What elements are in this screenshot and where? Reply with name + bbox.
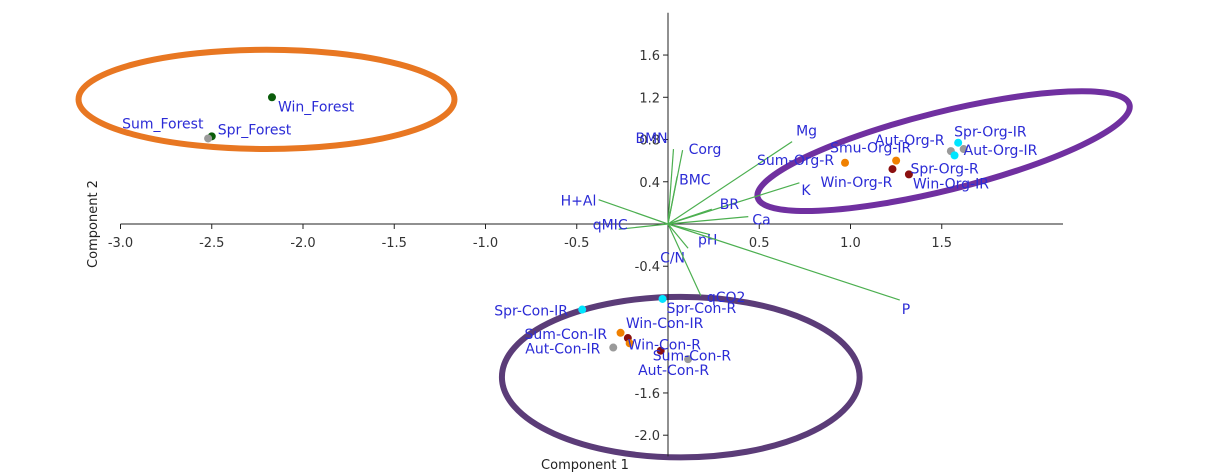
point-sum-con-r <box>656 346 665 355</box>
point-label-sum-con-r: Sum-Con-R <box>653 349 732 365</box>
vector-bmn <box>667 148 675 225</box>
y-tick-label: -2.0 <box>635 429 660 444</box>
point-label-spr-con-ir: Spr-Con-IR <box>494 304 568 320</box>
point-win-org-ir <box>904 170 913 179</box>
vector-label-mg: Mg <box>796 124 817 140</box>
y-tick-label: -0.4 <box>635 260 660 275</box>
vector-label-qco2: qCO2 <box>707 290 746 306</box>
x-axis-title: Component 1 <box>541 458 629 473</box>
x-tick-label: -2.5 <box>199 236 224 251</box>
x-tick-label: 1.5 <box>931 236 952 251</box>
vector-label-k: K <box>801 183 811 199</box>
vector-br <box>667 208 712 225</box>
point-aut-org-ir <box>959 145 968 154</box>
vector-h-al <box>598 199 669 225</box>
x-tick-label: -0.5 <box>564 236 589 251</box>
point-spr-con-ir <box>578 305 587 314</box>
point-label-aut-con-r: Aut-Con-R <box>638 363 709 379</box>
point-label-spr-org-r: Spr-Org-R <box>911 161 980 177</box>
score-points <box>204 93 968 364</box>
group-ellipse-1 <box>75 46 458 153</box>
vector-label-qmic: qMIC <box>593 217 628 233</box>
point-smu-org-ir <box>892 156 901 165</box>
point-win-forest <box>267 93 276 102</box>
y-tick-label: 1.2 <box>639 91 660 106</box>
point-label-sum-con-ir: Sum-Con-IR <box>525 327 608 343</box>
vector-qmic <box>618 223 669 230</box>
point-aut-con-ir <box>609 343 618 352</box>
vector-label-bmc: BMC <box>679 172 711 188</box>
x-tick-label: 1.0 <box>840 236 861 251</box>
point-label-win-forest: Win_Forest <box>278 99 355 115</box>
point-label-smu-org-ir: Smu-Org-IR <box>830 141 911 157</box>
vector-bmc <box>667 176 678 225</box>
point-win-org-r <box>888 165 897 174</box>
vector-ca <box>667 216 749 225</box>
vector-p <box>667 223 900 301</box>
point-label-win-org-ir: Win-Org-IR <box>913 176 989 192</box>
point-label-spr-org-ir: Spr-Org-IR <box>954 125 1027 141</box>
point-label-spr-con-r: Spr-Con-R <box>667 301 737 317</box>
vector-label-bmn: BMN <box>635 131 667 147</box>
x-tick-label: -2.0 <box>290 236 315 251</box>
point-labels: Win_Forest Spr_Forest Sum_Forest Spr-Org-IR… <box>122 99 1038 379</box>
point-label-sum-org-r: Sum-Org-R <box>757 153 834 169</box>
point-label-win-org-r: Win-Org-R <box>820 175 892 191</box>
group-ellipse-2 <box>754 88 1133 215</box>
point-spr-org-r <box>950 151 959 160</box>
vector-c-n <box>667 223 689 249</box>
point-win-con-r <box>625 339 634 348</box>
point-label-spr-forest: Spr_Forest <box>218 122 292 138</box>
x-tick-label: -1.0 <box>473 236 498 251</box>
point-spr-con-r <box>658 294 667 303</box>
point-spr-org-ir <box>954 138 963 147</box>
vector-label-ph: pH <box>698 233 717 249</box>
group-ellipse-3 <box>498 293 863 461</box>
point-label-aut-org-ir: Aut-Org-IR <box>964 143 1038 159</box>
axes <box>120 12 1063 457</box>
vector-label-br: BR <box>720 197 740 213</box>
x-tick-label: -3.0 <box>108 236 133 251</box>
group-ellipses <box>75 46 1133 461</box>
point-sum-org-r <box>841 158 850 167</box>
y-tick-label: -1.6 <box>635 387 660 402</box>
point-aut-con-r <box>684 355 693 364</box>
vector-label-corg: Corg <box>689 142 722 158</box>
x-tick-label: 0.5 <box>749 236 770 251</box>
point-label-aut-con-ir: Aut-Con-IR <box>525 342 600 358</box>
vector-label-ca: Ca <box>752 213 770 229</box>
y-tick-label: 0.4 <box>639 176 660 191</box>
y-axis-title: Component 2 <box>86 180 101 268</box>
point-label-win-con-r: Win-Con-R <box>628 337 702 353</box>
vector-mg <box>667 141 793 225</box>
x-tick-label: -1.5 <box>382 236 407 251</box>
vector-label-h-al: H+Al <box>561 194 597 210</box>
point-label-aut-org-r: Aut-Org-R <box>875 133 945 149</box>
tick-labels: -3.0 -2.5 -2.0 -1.5 -1.0 -0.5 0.5 1.0 1.5 1.6 1.2 0… <box>108 49 952 444</box>
point-sum-forest <box>204 134 213 143</box>
vector-label-c-n: C/N <box>660 250 685 266</box>
vector-qco2 <box>667 223 702 297</box>
vector-label-p: P <box>902 302 910 318</box>
point-label-win-con-ir: Win-Con-IR <box>626 316 704 332</box>
point-label-sum-forest: Sum_Forest <box>122 116 204 132</box>
y-tick-label: 1.6 <box>639 49 660 64</box>
point-sum-con-ir <box>616 328 625 337</box>
y-tick-label: 0.8 <box>639 134 660 149</box>
